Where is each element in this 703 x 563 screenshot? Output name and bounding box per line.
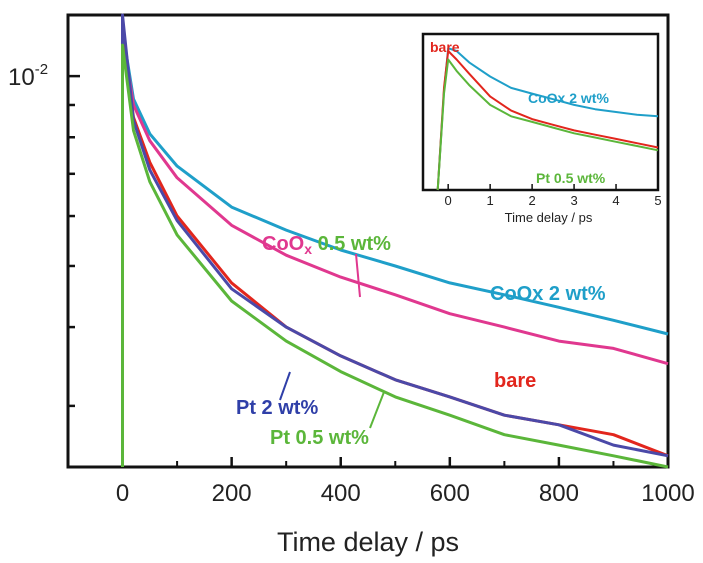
- x-tick-label: 0: [116, 480, 129, 507]
- inset-series-label-1: CoOx 2 wt%: [528, 90, 609, 106]
- series-label-2: bare: [494, 370, 536, 392]
- series-label-0: CoOx 0.5 wt%: [262, 233, 391, 257]
- x-tick-label: 200: [212, 480, 252, 507]
- x-tick-label: 400: [321, 480, 361, 507]
- inset-x-tick-label: 4: [612, 193, 619, 208]
- series-label-part: x: [304, 241, 312, 257]
- series-label-1: CoOx 2 wt%: [490, 283, 606, 305]
- x-tick-label: 600: [430, 480, 470, 507]
- inset-plot: 0 1 2 3 4 5 Time delay / ps bare CoOx 2 wt% Pt 0.…: [421, 32, 662, 225]
- inset-series-line-2: [436, 58, 659, 191]
- series-label-3: Pt 2 wt%: [236, 397, 318, 419]
- series-label-4: Pt 0.5 wt%: [270, 427, 369, 449]
- inset-series-line-0: [436, 47, 659, 191]
- x-axis-title: Time delay / ps: [277, 527, 459, 557]
- y-tick-label-base: 10: [8, 64, 35, 91]
- inset-x-axis-title: Time delay / ps: [505, 210, 593, 225]
- inset-x-tick-label: 0: [445, 193, 452, 208]
- inset-series-label-0: bare: [430, 39, 460, 55]
- x-tick-label: 800: [539, 480, 579, 507]
- inset-x-tick-label: 1: [487, 193, 494, 208]
- x-tick-label: 1000: [641, 480, 694, 507]
- leader-line-2: [369, 391, 385, 429]
- y-tick-label-exponent: -2: [35, 61, 48, 78]
- series-line-1: [121, 34, 669, 467]
- series-label-part: 0.5 wt%: [312, 233, 391, 255]
- leader-line-1: [279, 371, 291, 401]
- leader-line-0: [355, 253, 361, 298]
- inset-x-tick-label: 2: [528, 193, 535, 208]
- series-line-3: [121, 13, 669, 467]
- y-tick-label: 10-2: [8, 61, 48, 91]
- series-label-part: CoO: [262, 233, 304, 255]
- inset-series-label-2: Pt 0.5 wt%: [536, 170, 606, 186]
- series-line-4: [121, 43, 669, 469]
- inset-x-tick-label: 3: [570, 193, 577, 208]
- inset-series-line-1: [436, 50, 659, 191]
- inset-x-tick-label: 5: [654, 193, 661, 208]
- main-plot-frame: [66, 13, 670, 469]
- series-line-0: [121, 29, 669, 467]
